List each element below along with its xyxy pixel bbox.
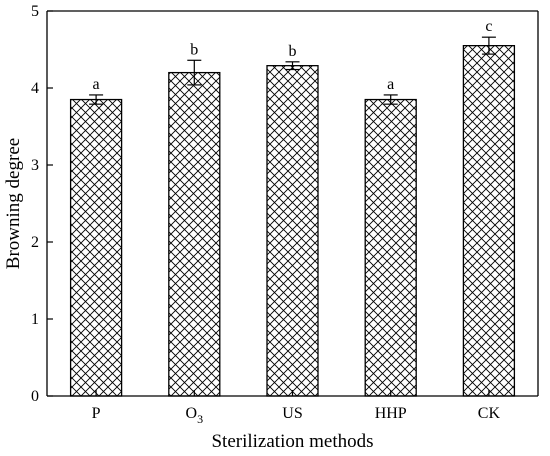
error-bar (187, 59, 202, 86)
bar (266, 65, 319, 397)
significance-label: a (93, 76, 100, 93)
bar (168, 71, 221, 397)
y-tick-label: 5 (31, 3, 39, 20)
significance-label: a (387, 76, 394, 93)
y-tick-label: 0 (31, 388, 39, 405)
bars-layer (69, 45, 516, 397)
bar (69, 98, 123, 397)
significance-label: c (485, 18, 492, 35)
bar (462, 45, 516, 397)
x-axis-title: Sterilization methods (211, 431, 373, 452)
error-bar (481, 36, 496, 55)
significance-labels-layer: a b b a c (93, 18, 493, 93)
x-tick-label: CK (478, 405, 501, 422)
x-tick-label: O3 (186, 405, 204, 426)
x-tick-label: HHP (375, 405, 407, 422)
significance-label: b (289, 43, 297, 60)
significance-label: b (190, 41, 198, 58)
y-tick-label: 2 (31, 234, 39, 251)
x-tick-label: P (92, 405, 101, 422)
error-bar (89, 94, 104, 105)
bar (364, 98, 417, 397)
y-ticks: 0 1 2 3 4 5 (31, 3, 53, 405)
y-tick-label: 4 (31, 80, 39, 97)
error-bar (383, 94, 398, 105)
y-axis-title: Browning degree (3, 138, 24, 269)
y-tick-label: 3 (31, 157, 39, 174)
error-bar (285, 61, 300, 71)
y-tick-label: 1 (31, 311, 39, 328)
error-bars-layer (89, 36, 496, 105)
x-tick-label: US (282, 405, 302, 422)
x-ticks: P O3 US HHP CK (92, 390, 501, 426)
